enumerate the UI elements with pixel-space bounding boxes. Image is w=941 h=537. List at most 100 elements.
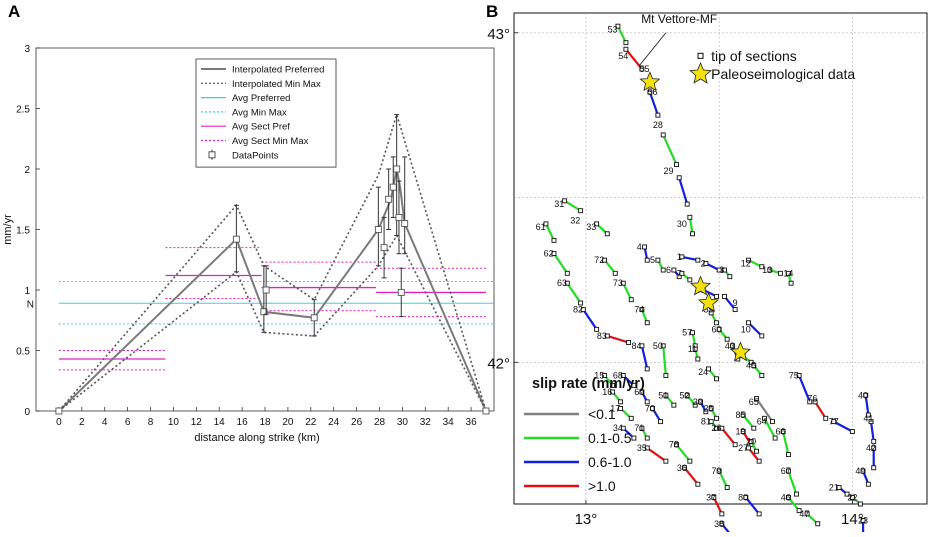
- section-label: 22: [847, 492, 857, 502]
- legend-marker: [209, 152, 215, 158]
- x-tick-label: 28: [374, 417, 386, 428]
- section-label: 47: [799, 509, 809, 519]
- section-label: 45: [746, 361, 756, 371]
- section-label: 37: [706, 492, 716, 502]
- section-tip: [722, 294, 726, 298]
- y-tick-label: 3: [24, 44, 30, 55]
- section-tip: [728, 275, 732, 279]
- section-label: 72: [594, 255, 604, 265]
- section-tip: [720, 512, 724, 516]
- rate-legend-label: 0.1-0.5: [588, 430, 632, 446]
- rate-legend-label: 0.6-1.0: [588, 454, 632, 470]
- section-label: 11: [688, 344, 697, 354]
- section-label: 84: [632, 341, 642, 351]
- y-tick-label: 2: [24, 165, 30, 176]
- section-tip: [691, 232, 695, 236]
- data-point: [233, 236, 239, 242]
- section-label: 23: [858, 515, 868, 525]
- section-label: 32: [570, 216, 580, 226]
- section-label: 35: [637, 443, 647, 453]
- section-label: 63: [557, 278, 567, 288]
- panel-b-letter: B: [486, 2, 498, 22]
- section-tip: [752, 426, 756, 430]
- section-tip: [656, 258, 660, 262]
- section-tip: [664, 459, 668, 463]
- section-label: 10: [741, 324, 751, 334]
- section-tip: [677, 176, 681, 180]
- section-tip: [613, 271, 617, 275]
- section-label: 14: [783, 268, 793, 278]
- section-tip: [685, 202, 689, 206]
- section-label: 80: [738, 492, 748, 502]
- section-tip: [552, 238, 556, 242]
- x-tick-label: 24: [328, 417, 340, 428]
- y-tick-label: 2.5: [16, 105, 30, 116]
- data-point: [396, 214, 402, 220]
- section-label: 1: [677, 252, 682, 262]
- section-tip: [715, 294, 719, 298]
- section-label: 19: [735, 427, 745, 437]
- x-tick-label: 32: [420, 417, 432, 428]
- section-label: 29: [664, 166, 674, 176]
- rate-legend-title: slip rate (mm/yr): [532, 376, 645, 392]
- section-tip: [733, 443, 737, 447]
- section-tip: [696, 357, 700, 361]
- section-tip: [850, 430, 854, 434]
- section-label: 77: [829, 417, 839, 427]
- data-point: [390, 184, 396, 190]
- section-label: 27: [738, 443, 748, 453]
- data-point: [311, 315, 317, 321]
- data-point: [263, 287, 269, 293]
- section-label: 70: [645, 403, 655, 413]
- section-label: 21: [829, 483, 839, 493]
- section-tip: [715, 377, 719, 381]
- data-point: [398, 289, 404, 295]
- section-tip: [789, 281, 793, 285]
- section-label: 75: [789, 370, 799, 380]
- x-tick-label: 8: [148, 417, 154, 428]
- section-tip: [629, 416, 633, 420]
- section-label: 39: [693, 397, 703, 407]
- section-tip: [659, 420, 663, 424]
- slip-rate-map: 13°14°42°43°5354555628293031323361626382…: [470, 0, 941, 532]
- rate-legend-label: >1.0: [588, 478, 616, 494]
- legend-label: Interpolated Preferred: [232, 65, 324, 76]
- section-label: 49: [855, 466, 865, 476]
- section-label: 60: [711, 324, 721, 334]
- section-tip: [858, 502, 862, 506]
- section-tip: [786, 453, 790, 457]
- section-label: 65: [749, 397, 759, 407]
- y-tick-label: 43°: [487, 26, 510, 43]
- section-label: 26: [711, 423, 721, 433]
- section-tip: [675, 163, 679, 167]
- section-tip: [696, 258, 700, 262]
- y-tick-label: 0.5: [16, 347, 30, 358]
- y-tick-label: 1.5: [16, 226, 30, 237]
- section-label: 42: [866, 443, 876, 453]
- section-label: 85: [735, 410, 745, 420]
- x-tick-label: 13°: [575, 511, 598, 528]
- section-tip: [688, 278, 692, 282]
- section-tip: [816, 522, 820, 526]
- section-tip: [645, 258, 649, 262]
- section-label: 66: [775, 427, 785, 437]
- legend-label: Avg Min Max: [232, 107, 287, 118]
- section-label: 52: [680, 390, 690, 400]
- section-label: 31: [554, 199, 564, 209]
- section-tip: [866, 482, 870, 486]
- x-tick-label: 14: [214, 417, 226, 428]
- section-label: 38: [714, 519, 724, 529]
- section-tip: [733, 308, 737, 312]
- x-tick-label: 20: [282, 417, 294, 428]
- section-tip: [688, 459, 692, 463]
- x-tick-label: 12: [191, 417, 203, 428]
- legend-label: Avg Preferred: [232, 93, 290, 104]
- annotation-label: Mt Vettore-MF: [641, 12, 717, 26]
- section-tip: [757, 459, 761, 463]
- section-tip: [632, 436, 636, 440]
- legend-label: Avg Sect Pref: [232, 122, 290, 133]
- x-tick-label: 18: [259, 417, 271, 428]
- section-tip: [661, 133, 665, 137]
- section-label: 5: [650, 255, 655, 265]
